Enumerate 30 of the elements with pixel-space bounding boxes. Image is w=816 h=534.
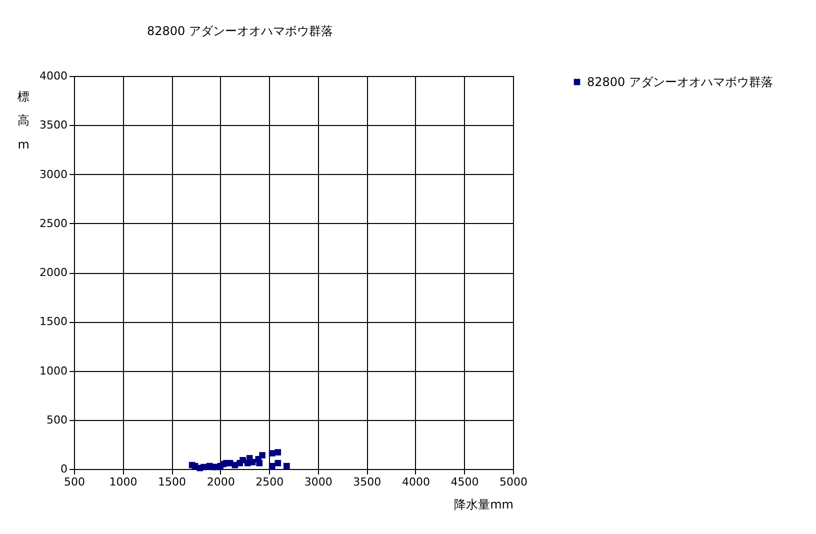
point	[284, 462, 290, 470]
x-tick-label: 1500	[158, 476, 186, 488]
point	[259, 452, 266, 458]
x-tick-label: 5000	[500, 476, 528, 488]
x-tick-label: 4500	[450, 476, 479, 488]
y-tick-label: 1500	[40, 315, 68, 328]
x-tick-label: 4000	[402, 476, 430, 488]
y-axis-title: 標高m	[18, 90, 30, 152]
y-tick-label: 500	[46, 413, 68, 426]
x-tick-label: 3000	[304, 476, 332, 488]
x-tick-label: 1000	[109, 476, 138, 488]
point	[274, 460, 282, 466]
x-tick-label: 2000	[206, 476, 235, 488]
x-tick-label: 2500	[256, 476, 284, 488]
legend-label: 82800 アダンーオオハマボウ群落	[587, 75, 773, 89]
point	[274, 449, 282, 456]
y-tick-label: 4000	[40, 70, 68, 82]
x-axis-title: 降水量mm	[454, 498, 514, 512]
point	[200, 464, 207, 470]
y-tick-label: 0	[60, 462, 68, 476]
x-tick-label: 3500	[353, 476, 382, 488]
x-tick-label: 500	[64, 476, 85, 488]
point	[268, 450, 276, 456]
y-tick-label: 2500	[40, 216, 68, 230]
point	[256, 460, 263, 466]
y-tick-label: 1000	[40, 364, 68, 378]
y-tick-label: 2000	[40, 266, 68, 279]
y-tick-label: 3500	[40, 118, 68, 132]
chart-title: 82800 アダンーオオハマボウ群落	[147, 24, 333, 38]
y-tick-label: 3000	[40, 168, 68, 181]
